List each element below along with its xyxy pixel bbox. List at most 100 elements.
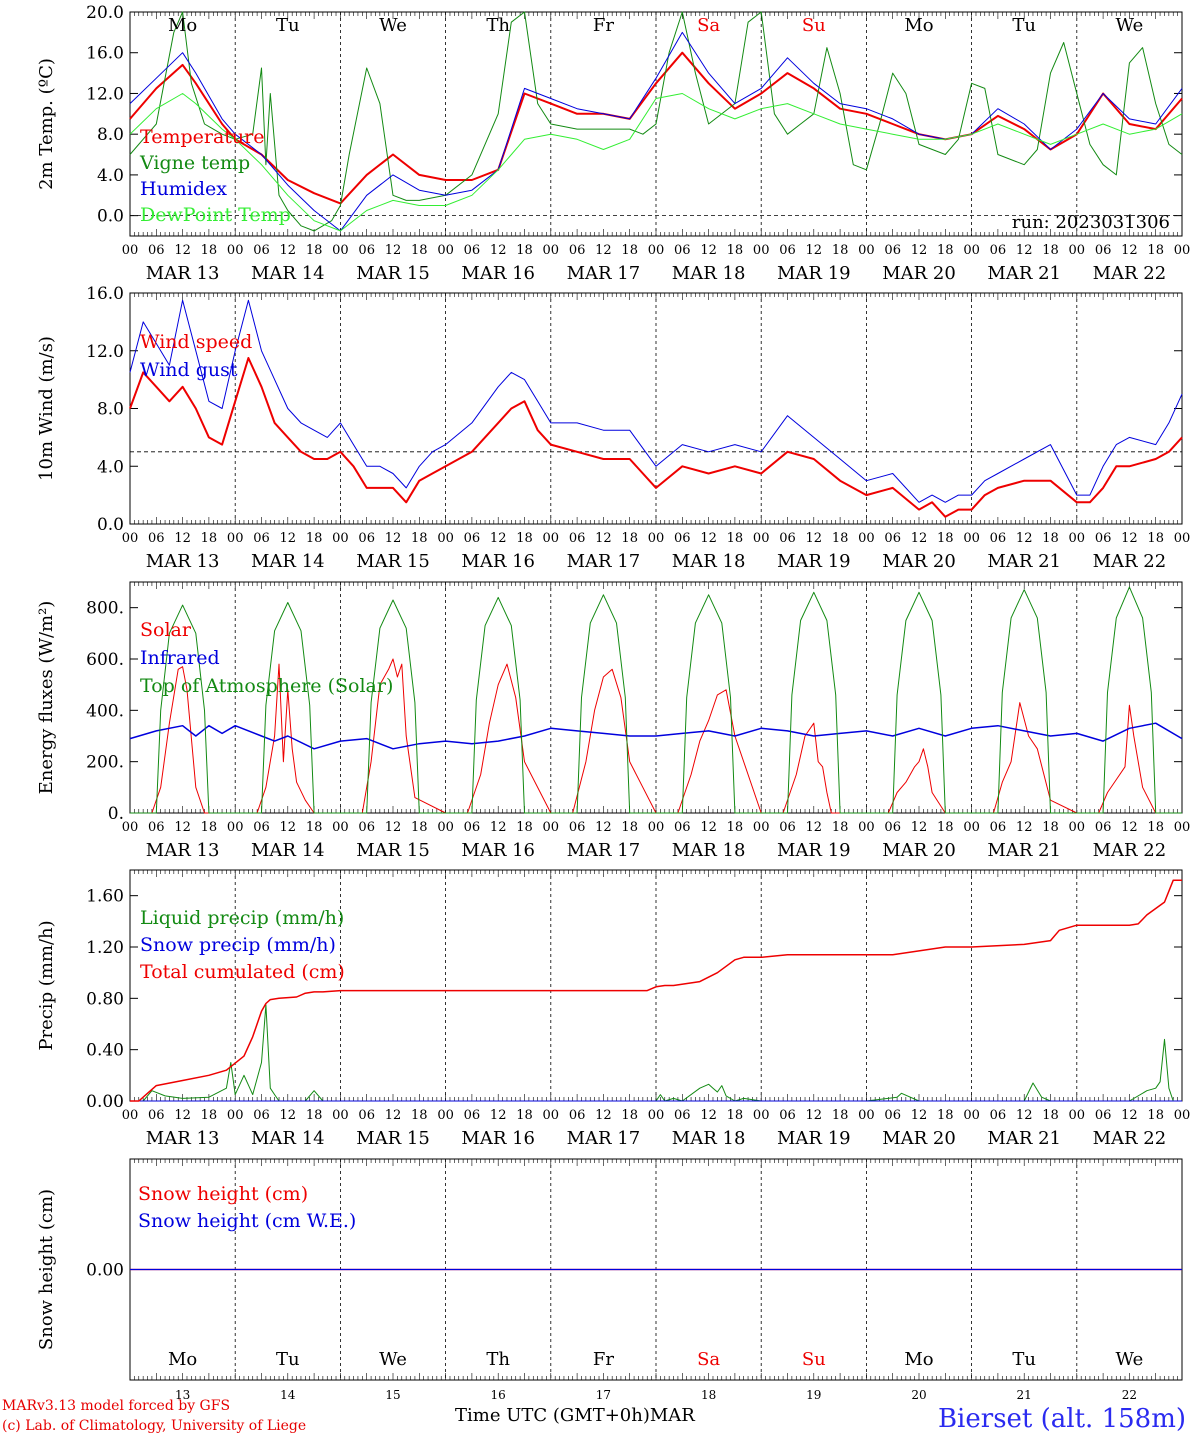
hour-tick-label: 00 bbox=[1174, 531, 1191, 546]
y-tick-label: 0. bbox=[108, 804, 124, 824]
weekday-label: Th bbox=[486, 15, 510, 36]
day-number-label: 17 bbox=[596, 1388, 611, 1402]
date-label: MAR 13 bbox=[146, 840, 220, 861]
weekday-label: Mo bbox=[904, 15, 933, 36]
hour-tick-label: 12 bbox=[806, 531, 823, 546]
date-label: MAR 14 bbox=[251, 551, 325, 572]
hour-tick-label: 00 bbox=[858, 1108, 875, 1123]
hour-tick-label: 12 bbox=[911, 1108, 928, 1123]
series-line-temperature bbox=[129, 51, 1183, 205]
hour-tick-label: 06 bbox=[779, 820, 796, 835]
hour-tick-label: 06 bbox=[464, 243, 481, 258]
date-label: MAR 18 bbox=[672, 551, 746, 572]
hour-tick-label: 12 bbox=[806, 820, 823, 835]
hour-tick-label: 00 bbox=[543, 1108, 560, 1123]
hour-tick-label: 12 bbox=[490, 243, 507, 258]
date-label: MAR 14 bbox=[251, 1128, 325, 1149]
hour-tick-label: 00 bbox=[858, 531, 875, 546]
hour-tick-label: 00 bbox=[332, 1108, 349, 1123]
hour-tick-label: 18 bbox=[621, 243, 638, 258]
panel-snow: 0.00 Snow height (cm) Snow height (cm) Snow… bbox=[36, 1158, 1183, 1402]
date-label: MAR 16 bbox=[461, 840, 535, 861]
hour-tick-label: 00 bbox=[648, 820, 665, 835]
hour-tick-label: 12 bbox=[174, 243, 191, 258]
y-tick-label: 400. bbox=[86, 701, 124, 721]
hour-tick-label: 18 bbox=[621, 1108, 638, 1123]
hour-tick-label: 06 bbox=[674, 243, 691, 258]
hour-tick-label: 00 bbox=[858, 820, 875, 835]
hour-tick-label: 06 bbox=[884, 531, 901, 546]
date-label: MAR 22 bbox=[1093, 551, 1167, 572]
y-axis-label: Energy fluxes (W/m²) bbox=[36, 601, 57, 795]
hour-tick-label: 00 bbox=[963, 1108, 980, 1123]
date-label: MAR 21 bbox=[987, 551, 1061, 572]
hour-tick-label: 06 bbox=[148, 1108, 165, 1123]
hour-tick-label: 06 bbox=[779, 531, 796, 546]
run-annotation: run: 2023031306 bbox=[1012, 212, 1170, 233]
y-axis-label: Precip (mm/h) bbox=[36, 920, 57, 1050]
date-label: MAR 19 bbox=[777, 263, 851, 284]
hour-tick-label: 00 bbox=[122, 820, 139, 835]
hour-tick-label: 12 bbox=[700, 243, 717, 258]
hour-tick-label: 18 bbox=[727, 243, 744, 258]
weekday-label: Su bbox=[802, 15, 826, 36]
hour-tick-label: 18 bbox=[727, 820, 744, 835]
date-label: MAR 21 bbox=[987, 840, 1061, 861]
date-label: MAR 21 bbox=[987, 1128, 1061, 1149]
hour-tick-label: 18 bbox=[1147, 531, 1164, 546]
y-tick-label: 20.0 bbox=[86, 3, 124, 23]
hour-tick-label: 06 bbox=[569, 531, 586, 546]
series-line-top-of-atmosphere-solar- bbox=[130, 586, 1182, 814]
weekday-label: Sa bbox=[697, 15, 720, 36]
hour-tick-label: 12 bbox=[1121, 531, 1138, 546]
date-label: MAR 20 bbox=[882, 840, 956, 861]
hour-tick-label: 06 bbox=[990, 820, 1007, 835]
weekday-label: Mo bbox=[904, 1349, 933, 1370]
day-number-label: 14 bbox=[280, 1388, 296, 1402]
hour-tick-label: 06 bbox=[884, 243, 901, 258]
hour-tick-label: 00 bbox=[1174, 243, 1191, 258]
hour-tick-label: 12 bbox=[385, 531, 402, 546]
hour-tick-label: 18 bbox=[621, 531, 638, 546]
y-tick-label: 12.0 bbox=[86, 84, 124, 104]
hour-tick-label: 12 bbox=[1016, 1108, 1033, 1123]
hour-tick-label: 12 bbox=[280, 243, 297, 258]
hour-tick-label: 00 bbox=[648, 531, 665, 546]
y-tick-label: 12.0 bbox=[86, 342, 124, 362]
legend-entry: Snow height (cm W.E.) bbox=[138, 1210, 356, 1232]
legend-entry: Wind speed bbox=[140, 331, 252, 353]
hour-tick-label: 00 bbox=[753, 1108, 770, 1123]
hour-tick-label: 00 bbox=[858, 243, 875, 258]
hour-tick-label: 00 bbox=[227, 1108, 244, 1123]
hour-tick-label: 12 bbox=[385, 820, 402, 835]
hour-tick-label: 00 bbox=[437, 531, 454, 546]
hour-tick-label: 06 bbox=[884, 1108, 901, 1123]
hour-tick-label: 12 bbox=[595, 243, 612, 258]
hour-tick-label: 00 bbox=[437, 243, 454, 258]
hour-tick-label: 12 bbox=[595, 1108, 612, 1123]
weekday-label: We bbox=[379, 15, 407, 36]
y-tick-label: 800. bbox=[86, 599, 124, 619]
hour-tick-label: 00 bbox=[648, 1108, 665, 1123]
legend-entry: Snow height (cm) bbox=[138, 1183, 308, 1205]
hour-tick-label: 00 bbox=[1174, 820, 1191, 835]
y-tick-label: 1.60 bbox=[86, 887, 124, 907]
date-label: MAR 17 bbox=[567, 263, 641, 284]
hour-tick-label: 00 bbox=[753, 820, 770, 835]
day-number-label: 18 bbox=[701, 1388, 716, 1402]
hour-tick-label: 12 bbox=[385, 1108, 402, 1123]
hour-tick-label: 00 bbox=[227, 820, 244, 835]
y-tick-label: 0.80 bbox=[86, 989, 124, 1009]
date-label: MAR 13 bbox=[146, 551, 220, 572]
weekday-label: We bbox=[1116, 15, 1144, 36]
hour-tick-label: 12 bbox=[700, 1108, 717, 1123]
hour-tick-label: 06 bbox=[1095, 243, 1112, 258]
weekday-label: Tu bbox=[276, 15, 300, 36]
date-label: MAR 15 bbox=[356, 551, 430, 572]
hour-tick-label: 12 bbox=[385, 243, 402, 258]
hour-tick-label: 18 bbox=[201, 820, 218, 835]
hour-tick-label: 00 bbox=[122, 243, 139, 258]
series-line-vigne-temp bbox=[129, 11, 1183, 232]
y-axis-label: 10m Wind (m/s) bbox=[36, 336, 57, 481]
hour-tick-label: 18 bbox=[201, 1108, 218, 1123]
